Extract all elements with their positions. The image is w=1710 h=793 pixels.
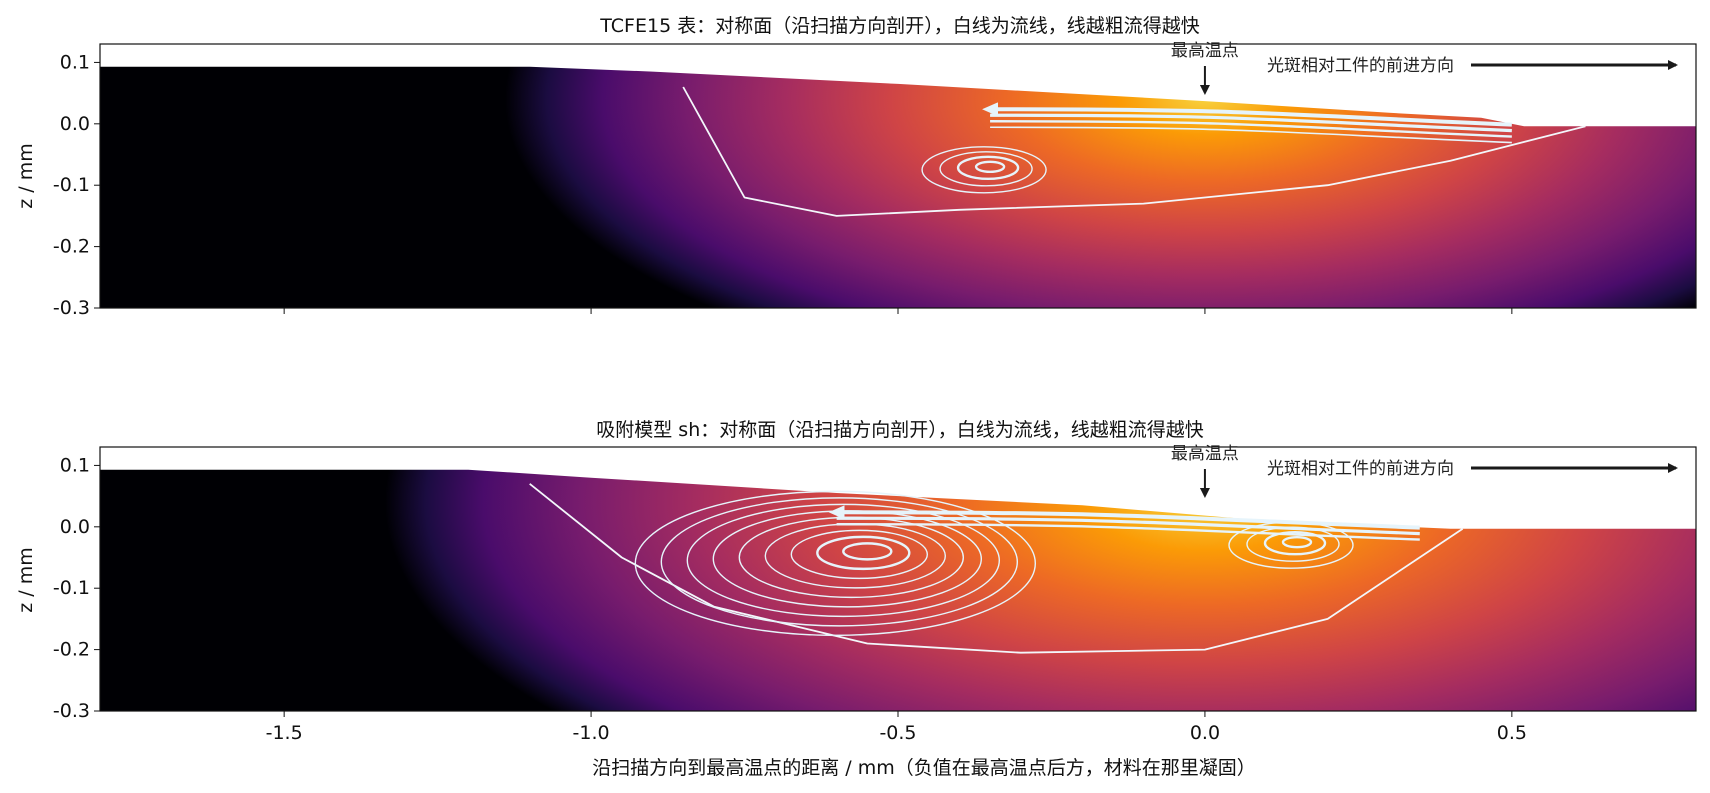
melt-pool-boundary: [682, 86, 1586, 217]
scan-direction-label: 光斑相对工件的前进方向: [1267, 459, 1454, 479]
panel-title-tcfe15: TCFE15 表：对称面（沿扫描方向剖开），白线为流线，线越粗流得越快: [599, 15, 1199, 37]
y-tick-label: 0.0: [60, 516, 90, 538]
x-tick-label: -1.5: [266, 722, 303, 744]
streamline: [974, 160, 1006, 173]
streamline: [990, 120, 1512, 138]
streamline: [842, 542, 893, 561]
panel-tcfe15: TCFE15 表：对称面（沿扫描方向剖开），白线为流线，线越粗流得越快 z / …: [15, 15, 1697, 319]
peak-point-label: 最高温点: [1171, 444, 1239, 464]
streamline: [939, 151, 1033, 187]
peak-point-label: 最高温点: [1171, 41, 1239, 61]
streamline: [828, 505, 1420, 530]
plot-area-sh: 0.1 0.0 -0.1 -0.2 -0.3 -1.5 -1.0 -0.5 0.0 0.5 最高温点…: [53, 444, 1697, 744]
streamline: [982, 102, 1512, 127]
streamline: [990, 113, 1512, 133]
x-tick-label: 0.0: [1190, 722, 1220, 744]
y-tick-label: -0.2: [53, 639, 90, 661]
streamline: [816, 535, 911, 571]
y-tick-label: -0.3: [53, 700, 90, 722]
streamline: [1263, 530, 1327, 556]
temperature-field: [100, 469, 1696, 711]
streamline: [921, 146, 1047, 194]
x-tick-label: -0.5: [879, 722, 916, 744]
scan-direction-label: 光斑相对工件的前进方向: [1267, 56, 1454, 76]
y-axis-label-tcfe15: z / mm: [15, 143, 37, 208]
streamline: [836, 523, 1420, 541]
temperature-field: [100, 66, 1696, 308]
x-tick-label: -1.0: [573, 722, 610, 744]
y-tick-label: 0.1: [60, 454, 90, 476]
streamline: [660, 497, 1019, 627]
streamline: [790, 529, 929, 580]
y-tick-label: 0.0: [60, 113, 90, 135]
streamline: [990, 126, 1512, 144]
y-tick-label: -0.3: [53, 297, 90, 319]
y-axis-label-sh: z / mm: [15, 547, 37, 612]
streamline: [634, 490, 1037, 637]
x-tick-label: 0.5: [1497, 722, 1527, 744]
x-axis-label: 沿扫描方向到最高温点的距离 / mm（负值在最高温点后方，材料在那里凝固）: [592, 757, 1256, 779]
y-tick-label: 0.1: [60, 51, 90, 73]
streamline: [686, 503, 1001, 618]
streamline: [956, 155, 1020, 180]
y-tick-label: -0.2: [53, 236, 90, 258]
panel-sh: 吸附模型 sh：对称面（沿扫描方向剖开），白线为流线，线越粗流得越快 z / m…: [15, 419, 1697, 779]
y-tick-label: -0.1: [53, 577, 90, 599]
y-tick-label: -0.1: [53, 174, 90, 196]
streamline: [836, 516, 1420, 536]
melt-pool-boundary: [529, 483, 1464, 654]
panel-title-sh: 吸附模型 sh：对称面（沿扫描方向剖开），白线为流线，线越粗流得越快: [596, 419, 1203, 441]
streamline: [1281, 535, 1313, 549]
